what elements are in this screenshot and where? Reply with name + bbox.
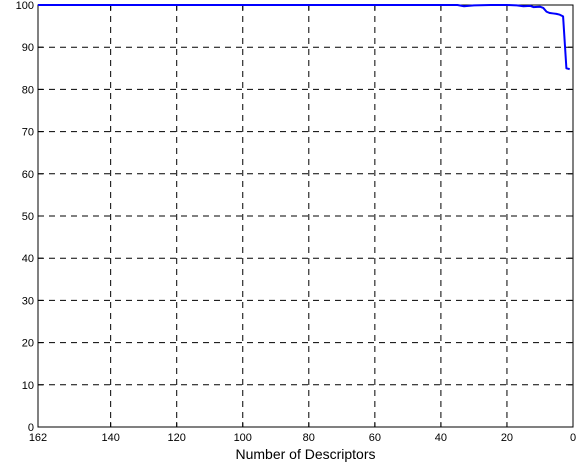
series-line (38, 4, 570, 71)
series-layer (38, 4, 570, 71)
x-tick-label: 162 (29, 432, 47, 444)
x-tick-label: 140 (101, 432, 119, 444)
y-tick-label: 30 (22, 295, 34, 307)
y-tick-label: 40 (22, 253, 34, 265)
y-tick-label: 20 (22, 338, 34, 350)
y-tick-label: 10 (22, 380, 34, 392)
y-tick-label: 50 (22, 211, 34, 223)
y-tick-label: 90 (22, 42, 34, 54)
x-tick-label: 40 (435, 432, 447, 444)
x-axis-label: Number of Descriptors (235, 446, 375, 462)
x-tick-label: 0 (570, 432, 576, 444)
x-tick-label: 80 (303, 432, 315, 444)
y-tick-label: 80 (22, 84, 34, 96)
y-tick-label: 60 (22, 169, 34, 181)
x-tick-label: 120 (168, 432, 186, 444)
tick-labels: 162 140 120 100 80 60 40 20 0 0 10 20 30 40 50 60 70 80 90… (16, 0, 576, 444)
y-tick-label: 100 (16, 0, 34, 12)
axis-ticks (37, 4, 574, 428)
x-tick-label: 20 (501, 432, 513, 444)
grid-lines (38, 5, 573, 427)
y-tick-label: 70 (22, 127, 34, 139)
x-tick-label: 60 (369, 432, 381, 444)
x-tick-label: 100 (234, 432, 252, 444)
y-tick-label: 0 (28, 422, 34, 434)
